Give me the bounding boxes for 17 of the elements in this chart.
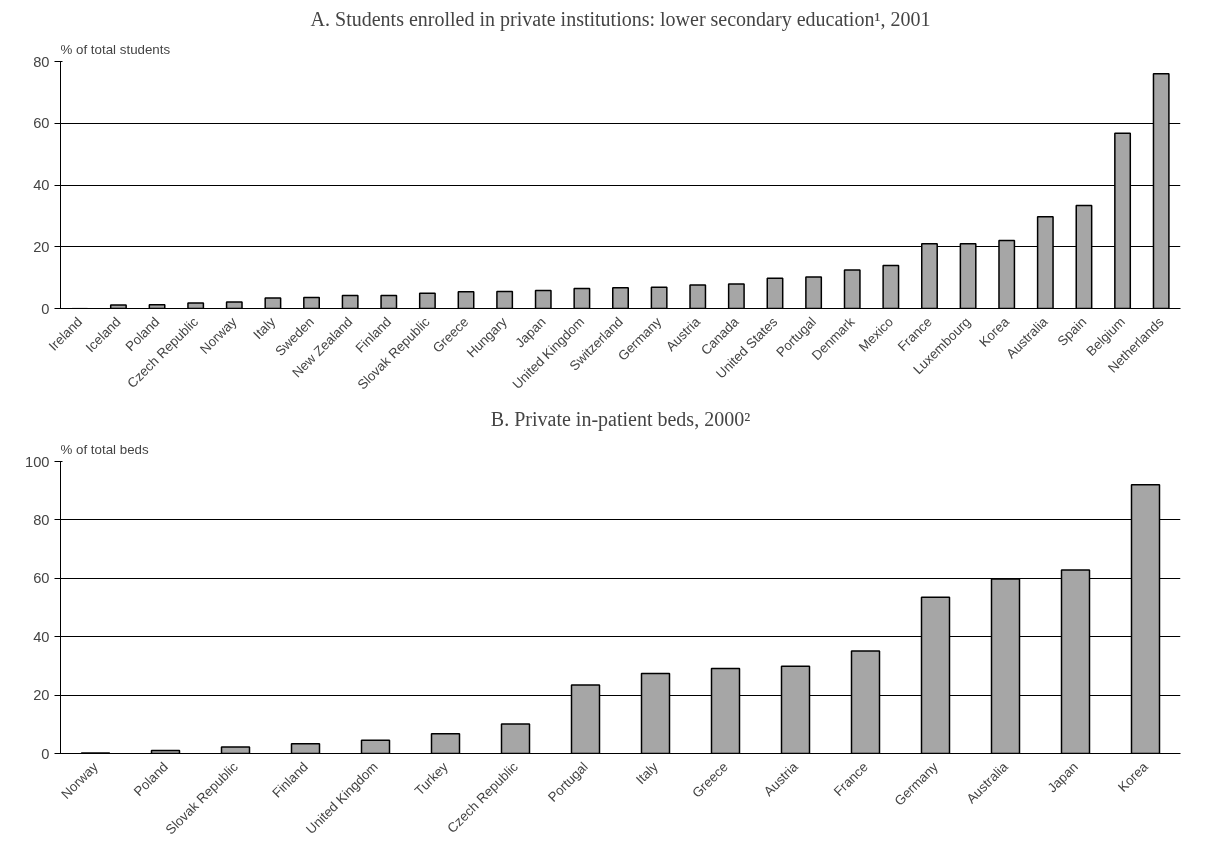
y-tick-label: 80 xyxy=(33,53,50,70)
y-tick-label: 100 xyxy=(25,453,50,470)
y-tick-label: 40 xyxy=(33,628,50,645)
y-tick-label: 0 xyxy=(41,300,50,317)
y-axis-title: % of total students xyxy=(60,41,171,57)
chart-title: B. Private in-patient beds, 2000² xyxy=(490,407,751,431)
y-tick-label: 40 xyxy=(33,177,50,193)
x-tick-label: Italy xyxy=(632,758,662,788)
y-tick-label: 20 xyxy=(33,687,50,704)
y-axis-title: % of total beds xyxy=(60,441,149,457)
x-tick-label: Italy xyxy=(250,313,279,343)
y-tick-label: 60 xyxy=(33,115,50,132)
y-tick-label: 0 xyxy=(41,745,50,762)
y-tick-label: 60 xyxy=(33,570,50,587)
y-tick-label: 20 xyxy=(33,238,50,255)
chart-title: A. Students enrolled in private institutions: lower secondary education¹, 2001 xyxy=(310,7,931,31)
y-tick-label: 80 xyxy=(33,511,50,528)
